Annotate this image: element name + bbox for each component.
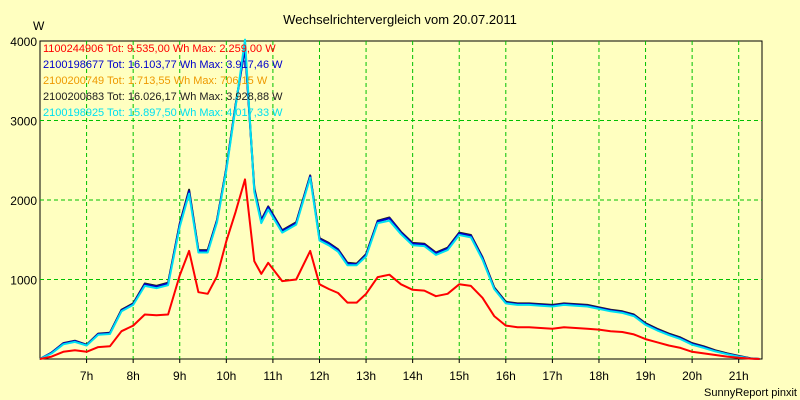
x-tick-label-16h: 16h <box>496 369 516 383</box>
y-tick-label-1000: 1000 <box>10 274 37 288</box>
series-line-1100244906 <box>39 178 760 360</box>
x-tick-label-15h: 15h <box>449 369 469 383</box>
chart-title: Wechselrichtervergleich vom 20.07.2011 <box>283 12 517 27</box>
x-tick-label-11h: 11h <box>263 369 282 383</box>
x-tick-label-8h: 8h <box>126 369 139 383</box>
series-lines <box>39 38 760 360</box>
x-tick-label-10h: 10h <box>216 369 236 383</box>
series-line-2100198925 <box>39 38 760 360</box>
legend-entry: 1100244906 Tot: 9.535,00 Wh Max: 2.259,0… <box>43 43 276 55</box>
grid-lines <box>40 41 762 359</box>
x-tick-label-20h: 20h <box>682 369 702 383</box>
legend: 1100244906 Tot: 9.535,00 Wh Max: 2.259,0… <box>43 43 283 119</box>
y-tick-label-4000: 4000 <box>10 35 37 49</box>
axis-ticks: 7h 8h 9h 10h 11h 12h 13h 14h 15h 16h 17h 18h 19h 20h 2… <box>10 35 748 383</box>
legend-entry: 2100200683 Tot: 16.026,17 Wh Max: 3.928,… <box>43 91 283 103</box>
x-tick-label-9h: 9h <box>173 369 186 383</box>
x-tick-label-7h: 7h <box>80 369 93 383</box>
x-tick-label-18h: 18h <box>589 369 609 383</box>
x-tick-label-19h: 19h <box>636 369 656 383</box>
x-tick-label-14h: 14h <box>403 369 423 383</box>
x-tick-label-13h: 13h <box>356 369 376 383</box>
x-tick-label-17h: 17h <box>542 369 562 383</box>
footer-credit: SunnyReport pinxit <box>704 387 797 399</box>
legend-entry: 2100198925 Tot: 15.897,50 Wh Max: 4.017,… <box>43 107 283 119</box>
x-tick-label-12h: 12h <box>309 369 329 383</box>
x-tick-label-21h: 21h <box>729 369 749 383</box>
legend-entry: 2100198677 Tot: 16.103,77 Wh Max: 3.917,… <box>43 59 283 71</box>
legend-entry: 2100200749 Tot: 1.713,55 Wh Max: 706,15 … <box>43 75 268 87</box>
y-tick-label-3000: 3000 <box>10 115 37 129</box>
y-axis-unit-label: W <box>33 19 45 33</box>
y-tick-label-2000: 2000 <box>10 194 37 208</box>
